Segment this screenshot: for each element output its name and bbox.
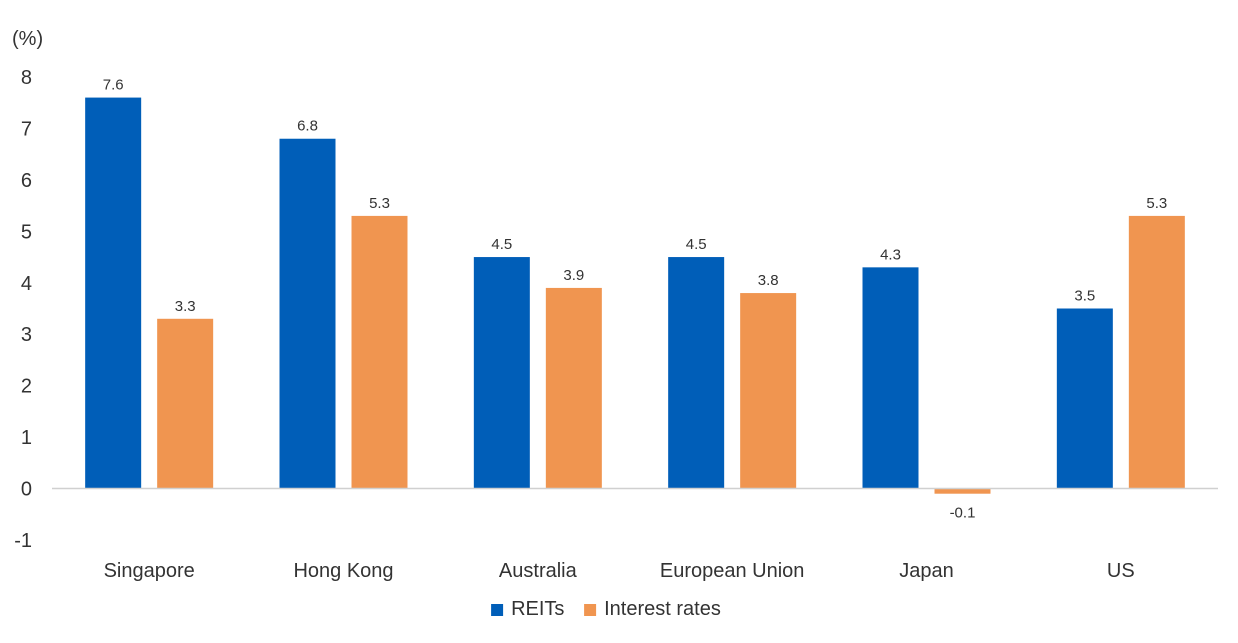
data-label: 3.3 — [175, 298, 196, 315]
data-label: -0.1 — [950, 505, 976, 522]
data-label: 3.9 — [563, 267, 584, 284]
bar-interest-rates — [351, 215, 408, 489]
bar-interest-rates — [545, 287, 602, 489]
y-tick-label: 1 — [21, 427, 32, 449]
legend-label: REITs — [511, 598, 564, 620]
bar-interest-rates — [157, 318, 214, 489]
y-tick-label: 4 — [21, 273, 32, 295]
bar-reits — [473, 257, 530, 489]
bar-reits — [668, 257, 725, 489]
bars-group — [85, 97, 1185, 494]
x-category-label: Japan — [899, 560, 954, 582]
data-labels-group: 7.6 3.3 6.8 5.3 4.5 3.9 4.5 3.8 4.3 -0.1 3.5 5.3 — [103, 77, 1168, 522]
x-category-label: European Union — [660, 560, 805, 582]
bar-interest-rates — [1128, 215, 1185, 489]
legend-swatch — [491, 604, 504, 616]
data-label: 5.3 — [1146, 195, 1167, 212]
bar-interest-rates — [934, 488, 991, 494]
x-category-label: US — [1107, 560, 1135, 582]
x-category-label: Australia — [499, 560, 578, 582]
data-label: 4.3 — [880, 246, 901, 263]
bar-reits — [279, 138, 336, 489]
bar-reits — [862, 267, 919, 489]
x-category-label: Hong Kong — [293, 560, 393, 582]
y-tick-label: -1 — [14, 530, 32, 552]
data-label: 6.8 — [297, 118, 318, 135]
legend: REITs Interest rates — [491, 598, 721, 620]
y-tick-label: 5 — [21, 221, 32, 243]
data-label: 3.8 — [758, 272, 779, 289]
data-label: 4.5 — [491, 236, 512, 253]
data-label: 5.3 — [369, 195, 390, 212]
y-axis-ticks: -1 0 1 2 3 4 5 6 7 8 — [14, 67, 32, 552]
y-tick-label: 3 — [21, 324, 32, 346]
y-axis-unit-label: (%) — [12, 28, 43, 50]
category-labels-group: Singapore Hong Kong Australia European Unio… — [104, 560, 1135, 582]
legend-label: Interest rates — [604, 598, 721, 620]
y-tick-label: 7 — [21, 118, 32, 140]
data-label: 3.5 — [1074, 288, 1095, 305]
bar-reits — [1056, 308, 1113, 489]
y-tick-label: 2 — [21, 376, 32, 398]
legend-swatch — [584, 604, 597, 616]
bar-interest-rates — [740, 293, 797, 489]
y-tick-label: 0 — [21, 479, 32, 501]
y-tick-label: 6 — [21, 170, 32, 192]
x-category-label: Singapore — [104, 560, 195, 582]
y-tick-label: 8 — [21, 67, 32, 89]
bar-reits — [85, 97, 142, 489]
data-label: 4.5 — [686, 236, 707, 253]
data-label: 7.6 — [103, 77, 124, 94]
